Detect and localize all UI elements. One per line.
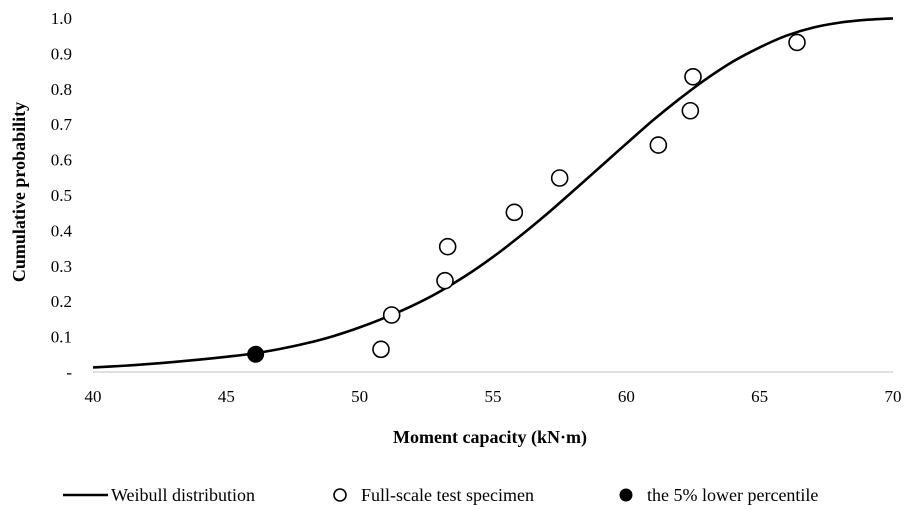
x-tick-label: 40 (85, 387, 102, 406)
legend-open-circle-swatch (333, 488, 347, 502)
test-specimen-point (372, 340, 390, 359)
y-axis-ticks: - 0.1 0.2 0.3 0.4 0.5 0.6 0.7 0.8 0.9 1.0 (51, 9, 73, 382)
test-specimen-point (550, 169, 569, 187)
weibull-distribution-curve (92, 17, 894, 369)
weibull-curve-layer (92, 17, 894, 369)
legend-item-weibull: Weibull distribution (63, 485, 255, 505)
y-tick-label: 0.9 (51, 44, 72, 63)
legend-label-weibull: Weibull distribution (111, 485, 255, 505)
y-tick-label: 0.5 (51, 186, 72, 205)
legend-label-test-specimen: Full-scale test specimen (361, 485, 534, 505)
x-tick-label: 70 (885, 387, 902, 406)
x-axis-title: Moment capacity (kN·m) (393, 427, 587, 448)
lower-percentile-point (247, 345, 265, 363)
x-tick-label: 55 (485, 387, 502, 406)
y-tick-label: 0.7 (51, 115, 73, 134)
x-tick-label: 60 (618, 387, 635, 406)
x-tick-label: 65 (751, 387, 768, 406)
y-tick-label: 0.2 (51, 292, 72, 311)
test-specimen-point (382, 306, 401, 324)
test-specimen-point (438, 237, 457, 256)
y-axis-title: Cumulative probability (9, 102, 29, 282)
y-tick-label: 0.4 (51, 221, 73, 240)
test-specimen-point (649, 136, 668, 154)
x-axis-ticks: 40 45 50 55 60 65 70 (85, 387, 902, 406)
x-tick-label: 45 (218, 387, 235, 406)
y-tick-label: 0.6 (51, 151, 72, 170)
test-specimen-point (681, 101, 700, 120)
test-specimen-point (505, 203, 524, 222)
x-tick-label: 50 (351, 387, 368, 406)
y-tick-label: 0.8 (51, 80, 72, 99)
test-specimen-point (788, 33, 806, 52)
y-tick-label: 0.1 (51, 328, 72, 347)
legend-item-test-specimen: Full-scale test specimen (333, 485, 534, 505)
legend-item-lower-percentile: the 5% lower percentile (619, 485, 818, 505)
test-specimen-point (684, 67, 702, 86)
chart-legend: Weibull distribution Full-scale test spe… (63, 485, 818, 505)
y-tick-label: 1.0 (51, 9, 72, 28)
y-tick-label: - (66, 363, 72, 382)
legend-filled-circle-swatch (619, 488, 633, 502)
test-specimen-point (436, 271, 454, 290)
y-tick-label: 0.3 (51, 257, 72, 276)
data-points-layer (247, 33, 806, 363)
legend-label-lower-percentile: the 5% lower percentile (647, 485, 818, 505)
